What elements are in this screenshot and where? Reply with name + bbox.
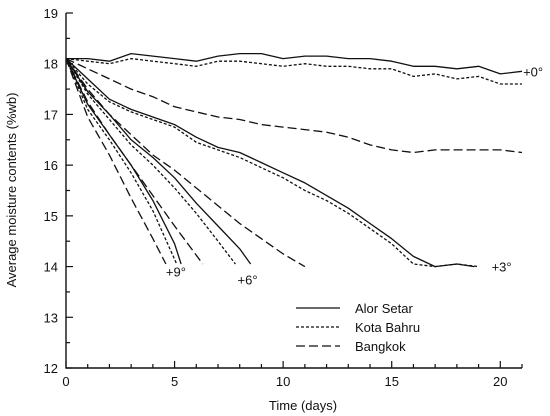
axes-layer: 12 13 14 15 16 17 18 19 0 5 10 15 20 — [44, 6, 523, 389]
legend-entry-label: Bangkok — [355, 339, 406, 354]
curve-group-label: +6° — [238, 272, 258, 287]
x-tick-label: 10 — [276, 374, 290, 389]
series-line-2 — [65, 57, 522, 85]
y-tick-label: 19 — [44, 6, 58, 21]
curve-group-label: +3° — [492, 260, 512, 275]
series-line-1 — [66, 52, 523, 75]
y-tick-label: 16 — [44, 158, 58, 173]
series-line-5 — [65, 58, 479, 268]
series-line-7 — [65, 58, 252, 265]
x-axis-title: Time (days) — [269, 398, 337, 413]
y-tick-label: 15 — [44, 209, 58, 224]
curve-group-label: +0° — [523, 64, 543, 79]
series-layer — [65, 52, 523, 268]
series-line-3 — [65, 58, 523, 154]
y-tick-label: 13 — [44, 310, 58, 325]
annotation-layer: +0° +3° +6° +9° — [166, 64, 543, 287]
x-tick-label: 15 — [384, 374, 398, 389]
axis-frame — [65, 13, 522, 369]
legend: Alor Setar Kota Bahru Bangkok — [296, 301, 420, 354]
series-line-4 — [65, 58, 475, 268]
series-line-11 — [65, 58, 178, 265]
series-line-6 — [65, 58, 306, 268]
x-tick-label: 20 — [493, 374, 507, 389]
series-line-8 — [65, 58, 236, 265]
curve-group-label: +9° — [166, 265, 186, 280]
series-line-10 — [65, 58, 182, 265]
y-tick-label: 18 — [44, 57, 58, 72]
y-tick-label: 12 — [44, 361, 58, 376]
x-tick-label: 0 — [62, 374, 69, 389]
legend-entry-label: Alor Setar — [355, 301, 413, 316]
x-tick-label: 5 — [171, 374, 178, 389]
y-axis-title: Average moisture contents (%wb) — [4, 93, 19, 288]
y-tick-label: 14 — [44, 260, 58, 275]
legend-entry-label: Kota Bahru — [355, 320, 420, 335]
series-line-12 — [65, 58, 167, 265]
y-tick-label: 17 — [44, 107, 58, 122]
